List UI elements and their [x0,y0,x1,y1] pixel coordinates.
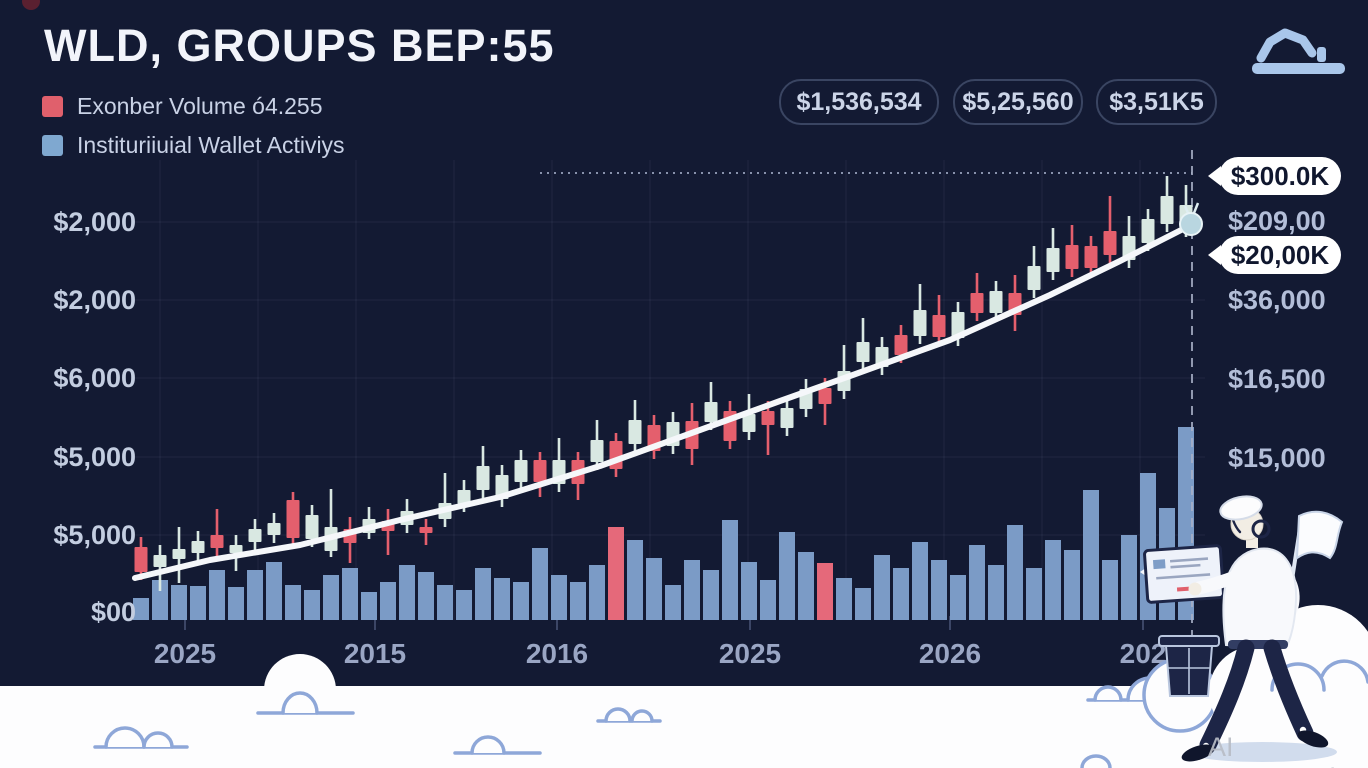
x-axis-label: 2025 [718,638,782,669]
legend-item-wallet-activity[interactable]: Instituriiuial Wallet Activiys [42,132,345,159]
legend-label: Instituriiuial Wallet Activiys [77,132,345,158]
y-axis-label-left: $00 [90,597,136,627]
y-axis-label-right: $16,500 [1228,364,1326,394]
price-callout-pill: $20,00K [1219,236,1341,274]
y-axis-label-left: $2,000 [53,207,136,237]
ai-generated-watermark: AI Generated [1208,732,1336,768]
stat-pill-3[interactable]: $3,51K5 [1096,79,1217,125]
corner-artifact [22,0,40,10]
legend-label: Exonber Volume ó4.255 [77,93,323,119]
legend-swatch-red [42,96,63,117]
y-axis-label-left: $5,000 [53,520,136,550]
stat-pill-2[interactable]: $5,25,560 [953,79,1083,125]
legend-swatch-blue [42,135,63,156]
stat-pill-1[interactable]: $1,536,534 [779,79,939,125]
x-axis-label: 202 [1119,638,1167,669]
x-axis-label: 2026 [918,638,982,669]
legend-item-volume[interactable]: Exonber Volume ó4.255 [42,93,323,120]
page-title: WLD, GROUPS BEP:55 [44,20,555,71]
footer-ground [0,686,1368,768]
x-axis-label: 2025 [153,638,217,669]
x-axis-label: 2016 [525,638,589,669]
y-axis-label-right: $209,00 [1228,206,1326,236]
y-axis-label-left: $6,000 [53,363,136,393]
x-axis-label: 2015 [343,638,407,669]
y-axis-label-left: $2,000 [53,285,136,315]
y-axis-label-left: $5,000 [53,442,136,472]
price-callout-pill: $300.0K [1219,157,1341,195]
y-axis-label-right: $36,000 [1228,285,1326,315]
y-axis-label-right: $15,000 [1228,443,1326,473]
